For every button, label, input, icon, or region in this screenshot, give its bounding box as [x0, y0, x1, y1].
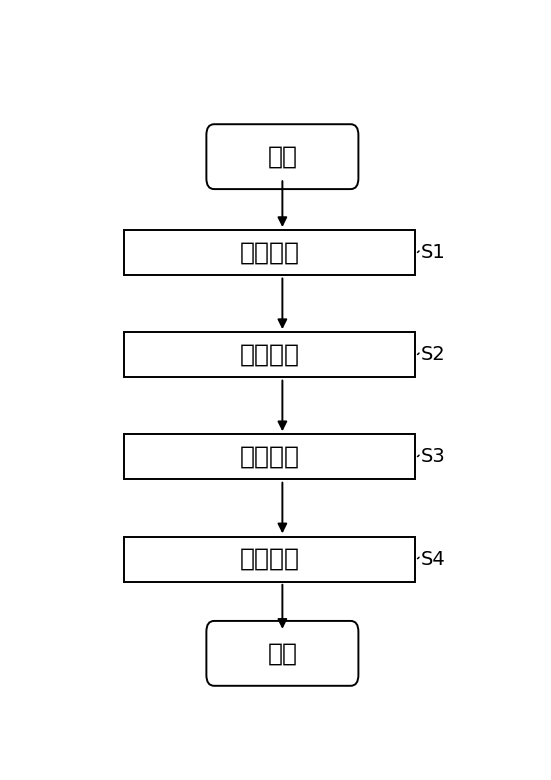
Text: S4: S4: [421, 550, 446, 569]
Text: 養生工程: 養生工程: [240, 547, 300, 571]
Text: 開始: 開始: [267, 144, 298, 168]
FancyBboxPatch shape: [125, 230, 415, 275]
Text: 混錬工程: 混錬工程: [240, 241, 300, 264]
FancyBboxPatch shape: [125, 537, 415, 582]
FancyBboxPatch shape: [207, 124, 358, 189]
Text: 終了: 終了: [267, 641, 298, 665]
FancyBboxPatch shape: [207, 621, 358, 686]
Text: S2: S2: [421, 346, 446, 364]
Text: S1: S1: [421, 243, 446, 262]
Text: S3: S3: [421, 448, 446, 466]
Text: 造粒工程: 造粒工程: [240, 343, 300, 367]
Text: 乾燥工程: 乾燥工程: [240, 445, 300, 469]
FancyBboxPatch shape: [125, 332, 415, 378]
FancyBboxPatch shape: [125, 434, 415, 480]
